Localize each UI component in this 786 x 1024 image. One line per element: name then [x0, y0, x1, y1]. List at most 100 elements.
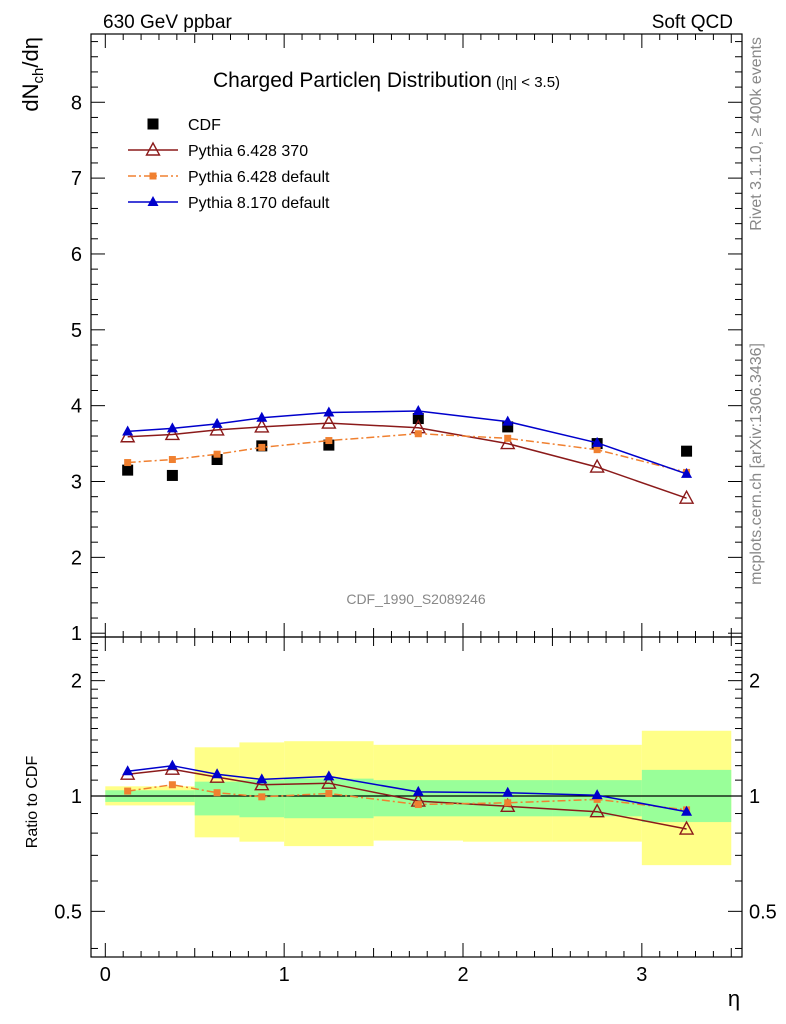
main-series-3-point — [323, 406, 335, 417]
ratio-series-0-point — [321, 774, 337, 789]
mcplots-label: mcplots.cern.ch [arXiv:1306.3436] — [748, 343, 765, 585]
ratio-series-1-point — [504, 799, 512, 807]
main-series-1-point — [254, 418, 270, 433]
main-series-2-point — [414, 430, 422, 438]
ratio-series-2-point — [591, 789, 603, 800]
main-series-3-point — [256, 411, 268, 422]
main-series-1-series — [119, 414, 695, 504]
legend-entry: CDF — [147, 117, 221, 134]
legend-entry: Pythia 6.428 370 — [128, 141, 308, 160]
ratio-y-tick-label-left: 0.5 — [54, 901, 82, 923]
legend-label: CDF — [188, 117, 221, 134]
header-left: 630 GeV ppbar — [103, 12, 233, 33]
legend: CDF Pythia 6.428 370 Pythia 6.428 default P… — [128, 117, 330, 212]
main-series-2-point — [168, 456, 176, 464]
main-y-tick-label: 5 — [71, 320, 82, 342]
main-series-0-point — [681, 445, 693, 457]
y-label-subscript: ch — [30, 68, 47, 84]
legend-marker — [149, 172, 157, 180]
ratio-series-0-point — [254, 776, 270, 791]
legend-marker — [145, 141, 161, 156]
main-series-0-point — [323, 439, 335, 451]
main-y-axis-label: dNch/dη — [18, 37, 47, 112]
ratio-series-2-point — [166, 759, 178, 770]
x-tick-label: 3 — [636, 964, 647, 986]
x-tick-label: 2 — [457, 964, 468, 986]
main-series-1-point — [119, 428, 136, 443]
rivet-version-label: Rivet 3.1.10, ≥ 400k events — [748, 37, 765, 231]
ratio-series-1-point — [168, 781, 176, 789]
main-series-3-point — [166, 422, 178, 433]
main-y-tick-label: 8 — [71, 92, 82, 114]
ratio-y-tick-label-right: 0.5 — [749, 901, 777, 923]
main-series-1-point — [209, 421, 225, 436]
main-series-3-line — [127, 410, 687, 475]
ratio-series-1-point — [414, 801, 422, 809]
main-series-0-point — [502, 421, 514, 433]
main-series-0-point — [166, 469, 178, 481]
main-series-3-point — [681, 467, 693, 478]
ratio-series-2-point — [122, 765, 134, 776]
ratio-series-1-point — [124, 787, 132, 795]
legend-label: Pythia 6.428 370 — [188, 143, 308, 160]
main-series-3-point — [211, 417, 223, 428]
analysis-watermark: CDF_1990_S2089246 — [346, 591, 486, 607]
main-series-3-point — [412, 404, 424, 415]
main-panel: 1 2 3 4 5 6 7 8 CDF_1990_S2089246 — [71, 33, 743, 957]
ratio-series-1-point — [258, 793, 266, 801]
main-y-tick-label: 4 — [71, 396, 82, 418]
ratio-y-tick-label-right: 2 — [749, 671, 760, 693]
main-series-1-point — [589, 458, 605, 473]
ratio-frame — [90, 636, 743, 958]
main-series-2-point — [213, 450, 221, 458]
ratio-band-inner — [373, 780, 463, 817]
legend-label: Pythia 8.170 default — [188, 195, 330, 212]
main-title: Charged Particleη Distribution (|η| < 3.5… — [213, 69, 560, 92]
ratio-series-2-point — [502, 786, 514, 797]
header-right: Soft QCD — [652, 12, 733, 33]
main-series-1-point — [500, 435, 516, 450]
main-y-tick-label: 6 — [71, 244, 82, 266]
main-series-1-point — [678, 489, 695, 504]
main-series-0-point — [122, 464, 134, 476]
main-y-tick-label: 2 — [71, 547, 82, 569]
legend-entry: Pythia 8.170 default — [128, 195, 330, 212]
ratio-y-tick-label-left: 2 — [71, 671, 82, 693]
main-series-2-point — [504, 434, 512, 442]
ratio-series-2-point — [412, 785, 424, 796]
ratio-series-1-line — [127, 783, 687, 811]
main-y-tick-label: 1 — [71, 623, 82, 645]
ratio-y-tick-label-right: 1 — [749, 786, 760, 808]
legend-label: Pythia 6.428 default — [188, 169, 330, 186]
main-series-1-point — [321, 414, 337, 429]
legend-marker — [147, 196, 159, 206]
ratio-series-1-point — [593, 795, 601, 803]
main-series-3-series — [122, 404, 693, 478]
y-label-tail: /dη — [18, 37, 43, 68]
y-label-dn: dN — [18, 83, 43, 111]
ratio-y-tick-label-left: 1 — [71, 786, 82, 808]
main-series-3-point — [502, 415, 514, 426]
main-series-2-line — [127, 432, 687, 474]
main-title-text: Charged Particleη Distribution — [213, 69, 492, 92]
x-axis-label: η — [728, 986, 740, 1011]
main-y-tick-label: 7 — [71, 168, 82, 190]
ratio-series-0-line — [127, 768, 687, 830]
ratio-series-1-point — [213, 789, 221, 797]
ratio-series-2-point — [256, 773, 268, 784]
ratio-series-1-point — [325, 790, 333, 798]
ratio-band-inner — [284, 778, 374, 819]
legend-marker — [147, 118, 159, 130]
ratio-series-0-point — [678, 820, 695, 835]
main-y-tick-label: 3 — [71, 472, 82, 494]
ratio-series-2-point — [323, 770, 335, 781]
main-series-1-line — [127, 422, 687, 499]
main-series-2-point — [258, 443, 266, 451]
ratio-y-axis-label: Ratio to CDF — [24, 756, 41, 849]
ratio-series-2-point — [211, 768, 223, 779]
ratio-series-2-point — [681, 805, 693, 816]
main-series-2-point — [593, 446, 601, 454]
main-series-0-point — [211, 454, 223, 466]
main-series-2-point — [325, 437, 333, 445]
